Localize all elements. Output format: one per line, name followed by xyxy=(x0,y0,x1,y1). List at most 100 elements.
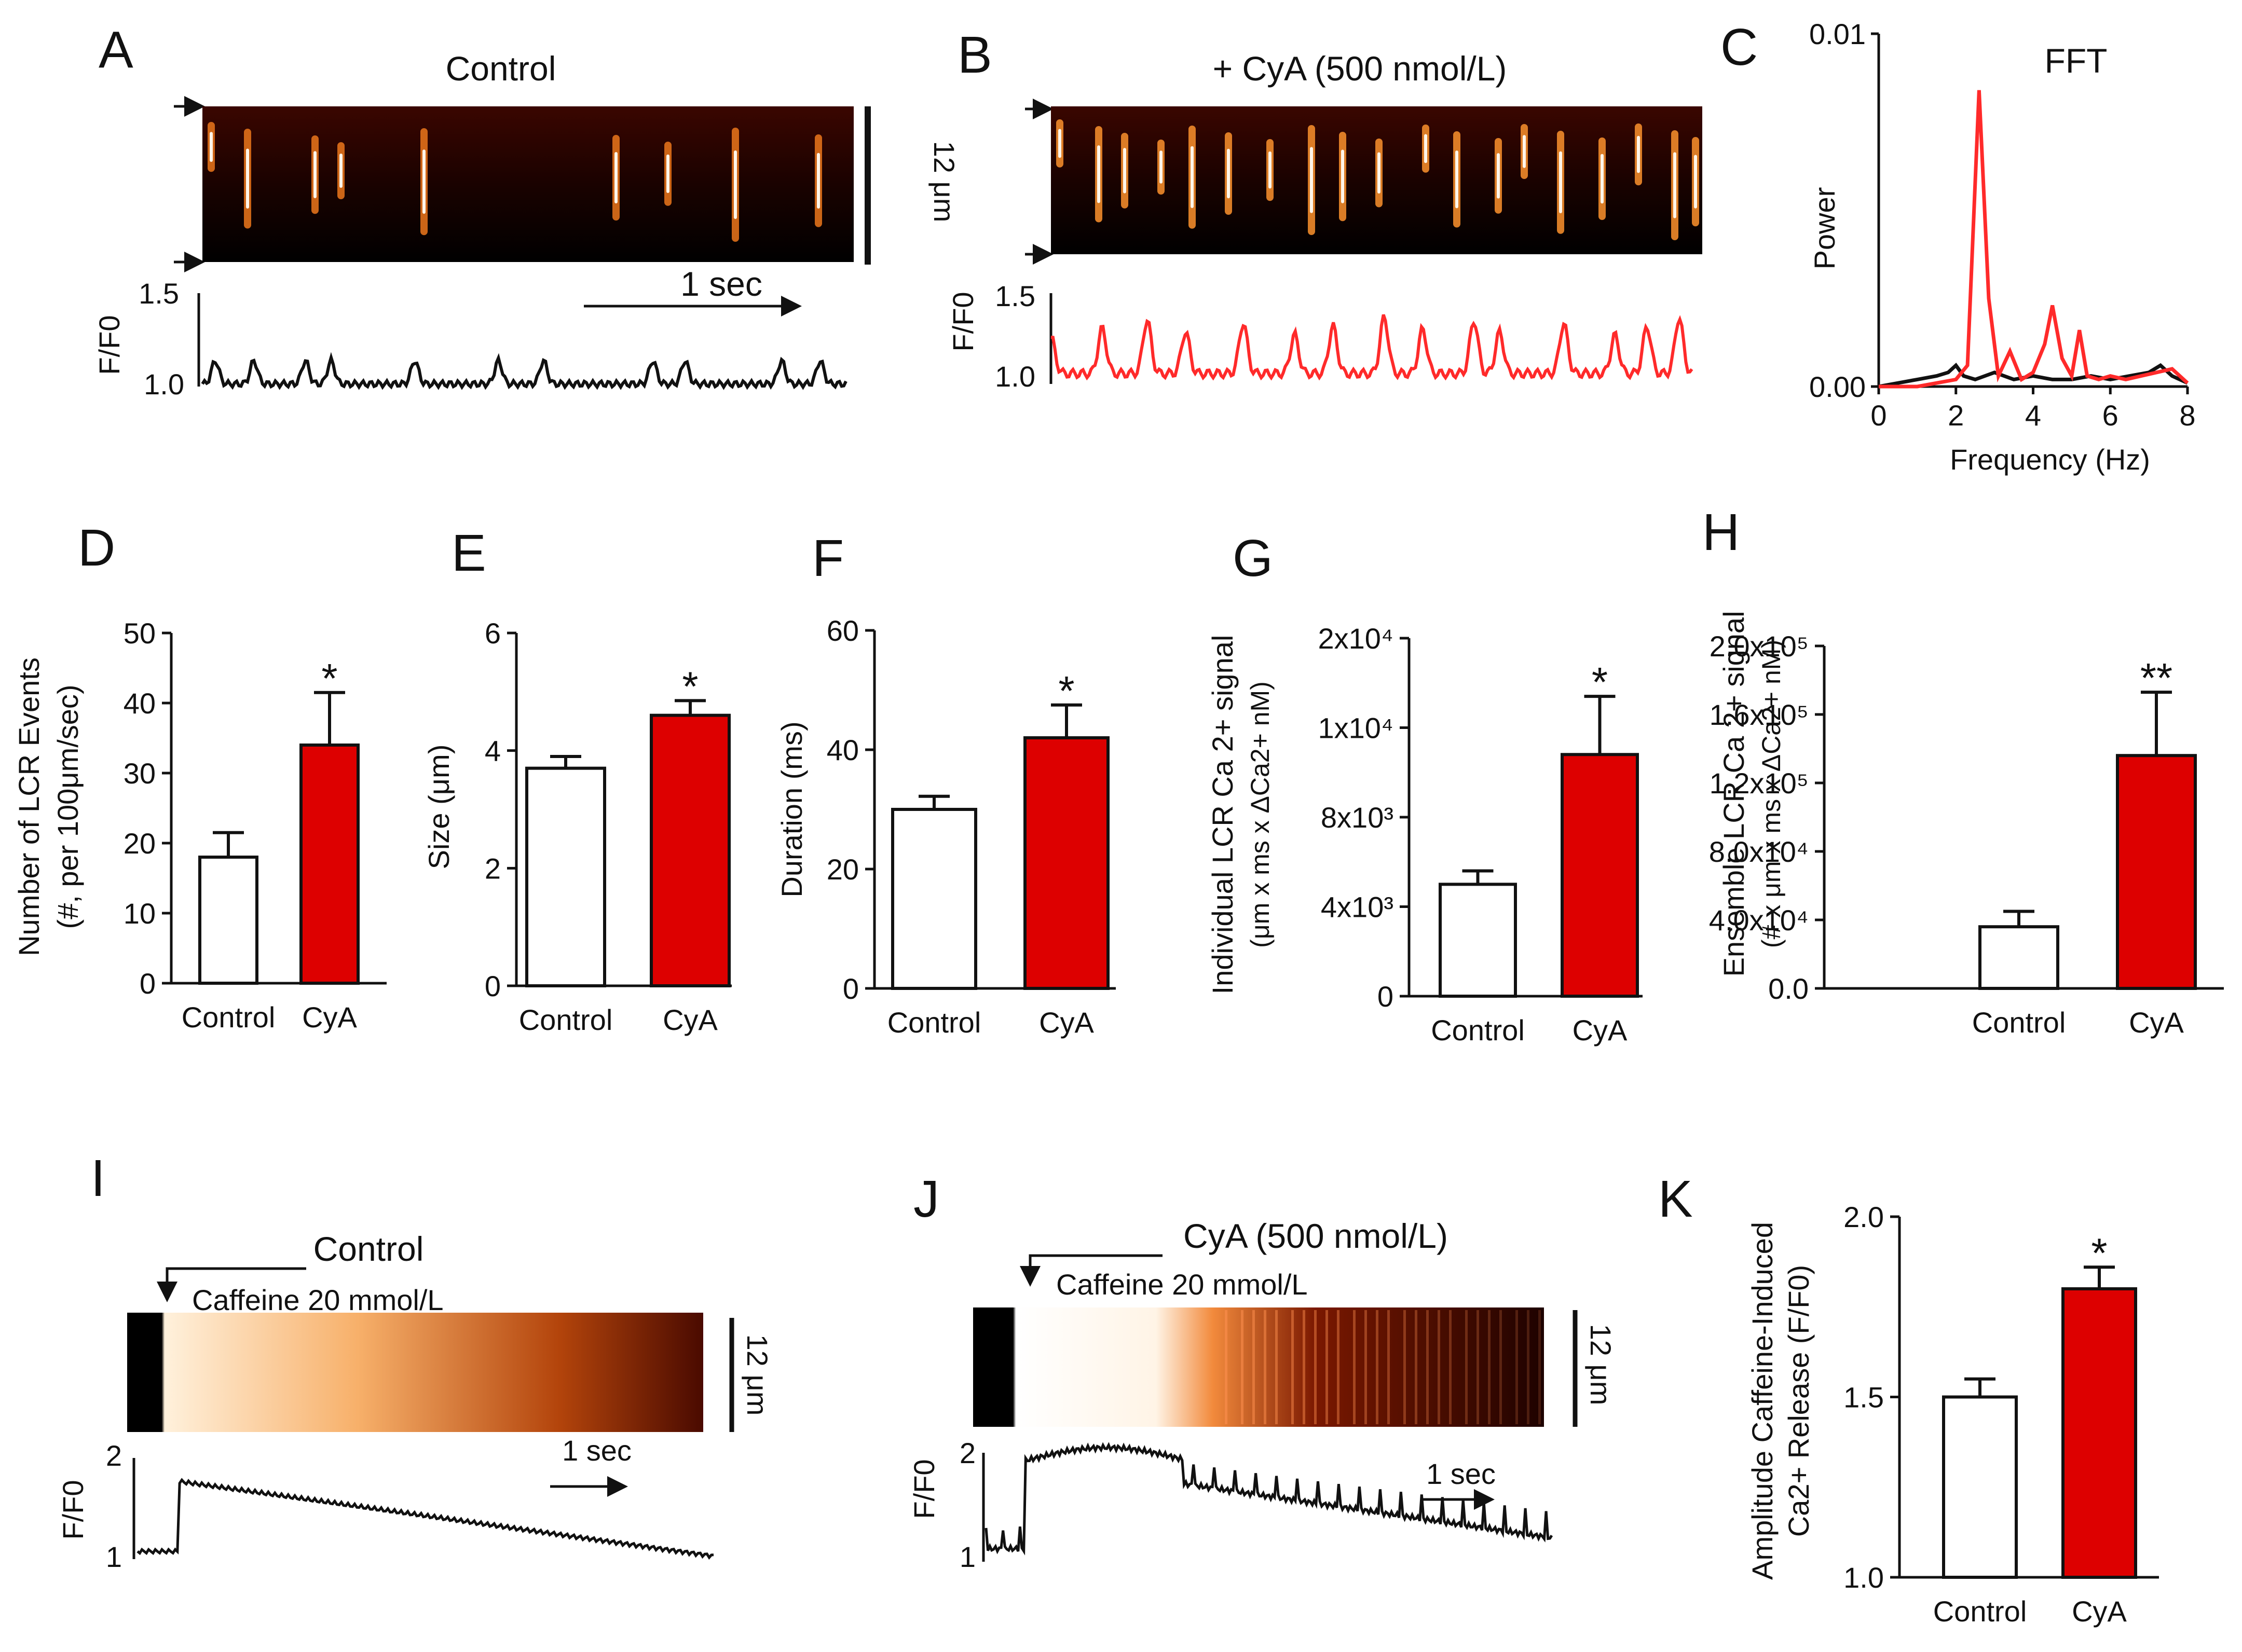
significance-marker: * xyxy=(1058,668,1074,714)
y-tick-label: 1.6x10⁵ xyxy=(1710,698,1809,731)
x-tick-label: CyA xyxy=(2072,1595,2127,1628)
y-tick-label: 0.0 xyxy=(1768,972,1809,1005)
spark-streak xyxy=(1515,1310,1518,1424)
spark-streaks-cya xyxy=(1056,119,1699,240)
x-tick-label: Control xyxy=(1972,1006,2066,1039)
spark-core xyxy=(817,153,820,209)
y-tick-label: 50 xyxy=(124,617,156,650)
spark-streak xyxy=(1252,1310,1255,1424)
y-tick-label: 4x10³ xyxy=(1321,891,1393,924)
y-tick-label: 2.0x10⁵ xyxy=(1710,630,1809,663)
panel-i: I Control Caffeine 20 mmol/L 12 μm 1 sec… xyxy=(57,1149,774,1573)
panel-b: B + CyA (500 nmol/L) 12 μm 1.5 1.0 F/F0 xyxy=(928,26,1702,393)
trace-j-tick-bottom: 1 xyxy=(960,1540,976,1573)
panel-e: E Size (μm) 0 2 4 6 Control CyA * xyxy=(422,524,732,1036)
panel-label-d: D xyxy=(78,519,115,577)
chart-g-ylabel: Individual LCR Ca 2+ signal xyxy=(1206,635,1239,995)
time-scale-label: 1 sec xyxy=(680,265,762,303)
panel-g: G Individual LCR Ca 2+ signal (μm x ms x… xyxy=(1206,529,1643,1047)
chart-d-plot: 0 10 20 30 40 50 Control CyA * xyxy=(124,617,387,1034)
spark-streak xyxy=(1387,1310,1390,1424)
spark-core xyxy=(1673,152,1676,218)
spark-core xyxy=(1559,151,1562,213)
x-tick-label: Control xyxy=(519,1003,613,1036)
trace-line-cya xyxy=(1050,314,1693,381)
panel-a-title: Control xyxy=(446,49,556,88)
spark-core xyxy=(1637,135,1640,173)
bar-control xyxy=(198,856,258,985)
chart-k-ylabel: Amplitude Caffeine-Induced xyxy=(1746,1222,1779,1580)
y-tick-label: 8.0x10⁴ xyxy=(1709,835,1809,868)
spark-streak xyxy=(1325,1310,1328,1424)
spark-core xyxy=(422,149,426,214)
trace-a-axis-label: F/F0 xyxy=(93,315,126,375)
spark-streak xyxy=(1314,1310,1317,1424)
spark-streak xyxy=(1241,1310,1243,1424)
fft-line-cya xyxy=(1879,90,2189,389)
x-tick-label: Control xyxy=(182,1001,276,1034)
y-tick-label: 4.0x10⁴ xyxy=(1709,904,1809,937)
spark-streak xyxy=(1527,1310,1529,1424)
y-tick-label: 8x10³ xyxy=(1321,801,1393,834)
y-tick-label: 0.00 xyxy=(1809,370,1866,403)
spark-core xyxy=(1097,145,1100,203)
spark-core xyxy=(666,154,669,193)
panel-label-f: F xyxy=(812,529,844,587)
bar-control xyxy=(1978,925,2059,990)
spark-streaks-caffeine-cya xyxy=(1225,1310,1541,1424)
significance-marker: ** xyxy=(2140,655,2172,701)
bar-control xyxy=(525,766,606,987)
spark-core xyxy=(1058,129,1061,158)
panel-j-scale-time: 1 sec xyxy=(1426,1457,1496,1490)
significance-marker: * xyxy=(321,655,337,701)
trace-line-control xyxy=(201,352,847,390)
spark-streak xyxy=(1264,1310,1266,1424)
chart-g-ylabel2: (μm x ms x ΔCa2+ nM) xyxy=(1246,681,1275,948)
chart-f-plot: 0 20 40 60 Control CyA * xyxy=(827,614,1116,1039)
panel-h: H Ensemble LCR Ca 2+ signal (# x μm x ms… xyxy=(1702,503,2224,1039)
chart-d-ylabel: Number of LCR Events xyxy=(12,657,45,956)
trace-a-tick-bottom: 1.0 xyxy=(144,368,184,401)
chart-e-plot: 0 2 4 6 Control CyA * xyxy=(485,617,732,1036)
x-tick-label: CyA xyxy=(1039,1006,1094,1039)
trace-i-tick-top: 2 xyxy=(106,1439,122,1472)
spark-core xyxy=(1341,149,1344,203)
x-tick-label: Control xyxy=(1933,1595,2027,1628)
spark-streak xyxy=(1477,1310,1479,1424)
y-tick-label: 60 xyxy=(827,614,859,647)
x-tick-label: CyA xyxy=(663,1003,718,1036)
trace-line-caffeine-control xyxy=(136,1478,714,1560)
y-tick-label: 20 xyxy=(827,853,859,886)
y-tick-label: 4 xyxy=(485,735,501,767)
spark-core xyxy=(1227,148,1230,199)
panel-b-title: + CyA (500 nmol/L) xyxy=(1213,49,1507,88)
panel-i-scale-um: 12 μm xyxy=(741,1334,774,1416)
spark-streak xyxy=(1403,1310,1406,1424)
bar-cya xyxy=(650,713,731,987)
chart-h-ylabel: Ensemble LCR Ca 2+ signal xyxy=(1717,611,1750,976)
trace-line-caffeine-cya xyxy=(985,1442,1553,1555)
linescan-image-caffeine-cya xyxy=(973,1307,1544,1427)
panel-k: K Amplitude Caffeine-Induced Ca2+ Releas… xyxy=(1658,1170,2159,1628)
chart-h-plot: 0.0 4.0x10⁴ 8.0x10⁴ 1.2x10⁵ 1.6x10⁵ 2.0x10⁵ Co… xyxy=(1709,630,2224,1039)
y-tick-label: 40 xyxy=(827,734,859,766)
spark-core xyxy=(210,132,213,162)
panel-label-b: B xyxy=(958,26,992,84)
y-tick-label: 2 xyxy=(485,852,501,885)
spark-streak xyxy=(1499,1310,1502,1424)
trace-b-axis-label: F/F0 xyxy=(947,292,979,351)
spark-core xyxy=(246,148,249,209)
spark-core xyxy=(339,154,343,188)
spark-core xyxy=(1268,151,1272,189)
chart-e-ylabel: Size (μm) xyxy=(422,745,455,870)
spark-streak xyxy=(1337,1310,1339,1424)
spark-core xyxy=(1191,146,1194,208)
y-tick-label: 0 xyxy=(1377,980,1393,1013)
bar-cya xyxy=(1561,753,1639,998)
bar-cya xyxy=(299,744,360,985)
y-tick-label: 10 xyxy=(124,897,156,930)
y-tick-label: 2.0 xyxy=(1843,1201,1884,1233)
bar-cya xyxy=(1023,736,1110,990)
spark-core xyxy=(313,151,317,198)
